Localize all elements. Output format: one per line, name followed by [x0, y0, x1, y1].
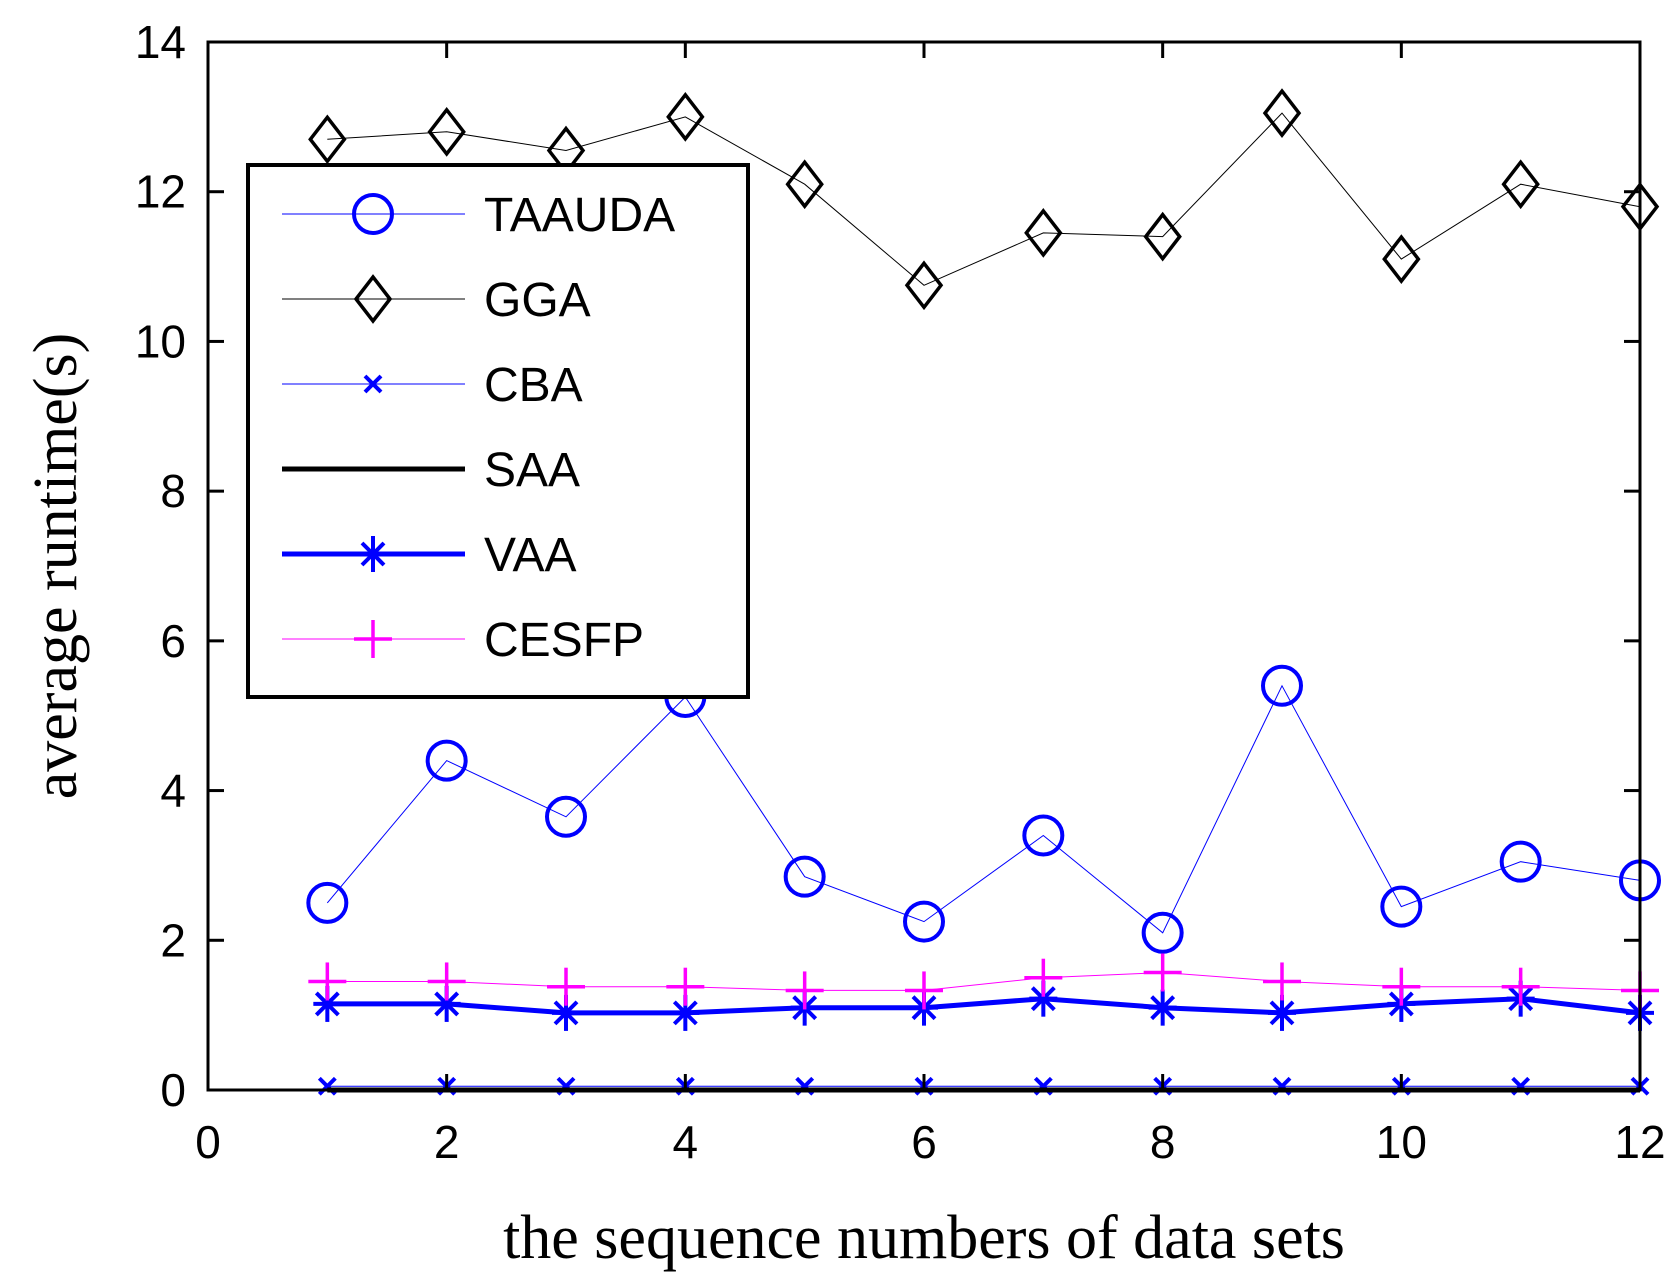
data-point-taauda	[545, 795, 587, 838]
legend-marker-gga	[353, 274, 393, 324]
series-gga	[308, 88, 1660, 311]
legend-label-gga: GGA	[484, 274, 591, 327]
data-point-taauda	[1380, 885, 1423, 928]
x-tick-label: 8	[1150, 1116, 1176, 1168]
legend-item-gga: GGA	[282, 274, 591, 327]
data-point-taauda	[1141, 911, 1184, 954]
data-point-cesfp	[427, 962, 466, 1001]
data-point-gga	[666, 91, 705, 142]
data-point-cesfp	[905, 971, 943, 1010]
data-point-cesfp	[1382, 967, 1421, 1006]
data-point-vaa	[1148, 989, 1177, 1026]
y-axis-title: average runtime(s)	[22, 333, 90, 799]
legend-marker-taauda	[352, 193, 394, 235]
y-tick-label: 14	[135, 16, 186, 68]
data-point-cesfp	[1024, 958, 1063, 997]
data-point-taauda	[425, 739, 468, 782]
data-point-cesfp	[1501, 967, 1540, 1006]
series-line-taauda	[326, 684, 1641, 934]
x-tick-label: 0	[195, 1116, 221, 1168]
data-point-taauda	[1022, 814, 1065, 857]
data-point-gga	[904, 260, 944, 311]
legend: TAAUDA GGA CBA SAA VAA CESFP	[246, 163, 750, 699]
data-point-gga	[1501, 159, 1540, 210]
legend-item-cesfp: CESFP	[282, 614, 644, 667]
y-tick-label: 0	[160, 1064, 186, 1116]
series-line-vaa	[327, 996, 1641, 1016]
y-tick-label: 4	[160, 765, 186, 817]
data-point-cesfp	[785, 971, 824, 1010]
data-point-cesfp	[308, 962, 347, 1001]
data-point-gga	[785, 159, 824, 210]
series-line-cesfp	[327, 971, 1641, 991]
data-point-taauda	[306, 881, 349, 924]
legend-box	[246, 163, 750, 699]
data-point-taauda	[1261, 664, 1303, 707]
legend-marker-cba	[363, 374, 383, 394]
x-axis-title: the sequence numbers of data sets	[503, 1204, 1345, 1272]
x-tick-label: 6	[911, 1116, 937, 1168]
data-point-cesfp	[1263, 962, 1301, 1001]
data-point-taauda	[1499, 840, 1542, 883]
data-point-cesfp	[1143, 953, 1182, 992]
y-tick-label: 6	[160, 615, 186, 667]
data-point-vaa	[1268, 994, 1296, 1031]
data-point-vaa	[1029, 980, 1058, 1017]
legend-item-taauda: TAAUDA	[282, 189, 675, 242]
x-tick-label: 4	[673, 1116, 699, 1168]
data-point-gga	[1262, 88, 1302, 138]
legend-label-cba: CBA	[484, 359, 583, 412]
legend-label-vaa: VAA	[484, 529, 576, 582]
legend-marker-vaa	[359, 536, 387, 572]
series-line-gga	[327, 112, 1641, 286]
x-tick-label: 2	[434, 1116, 460, 1168]
data-point-cesfp	[547, 967, 585, 1006]
data-point-cesfp	[666, 967, 705, 1006]
data-point-taauda	[783, 855, 826, 898]
data-point-taauda	[903, 900, 945, 943]
y-tick-label: 12	[135, 166, 186, 218]
data-point-gga	[1382, 234, 1421, 284]
y-tick-label: 2	[160, 914, 186, 966]
legend-marker-cesfp	[354, 620, 392, 658]
legend-item-cba: CBA	[282, 359, 583, 412]
legend-item-saa: SAA	[282, 444, 580, 497]
data-point-gga	[1143, 211, 1182, 262]
legend-label-cesfp: CESFP	[484, 614, 644, 667]
legend-label-taauda: TAAUDA	[484, 189, 675, 242]
axes: 0 2 4 6 8 10 12 0 2 4 6 8 10 12 14 the sequence numbers…	[22, 16, 1666, 1272]
data-point-gga	[1024, 208, 1063, 258]
x-tick-label: 10	[1376, 1116, 1427, 1168]
series-taauda	[306, 664, 1661, 954]
legend-item-vaa: VAA	[282, 529, 576, 582]
y-tick-label: 10	[135, 315, 186, 367]
legend-label-saa: SAA	[484, 444, 580, 497]
data-point-gga	[308, 114, 347, 165]
x-tick-label: 12	[1614, 1116, 1665, 1168]
data-point-gga	[427, 106, 466, 157]
y-tick-label: 8	[160, 465, 186, 517]
